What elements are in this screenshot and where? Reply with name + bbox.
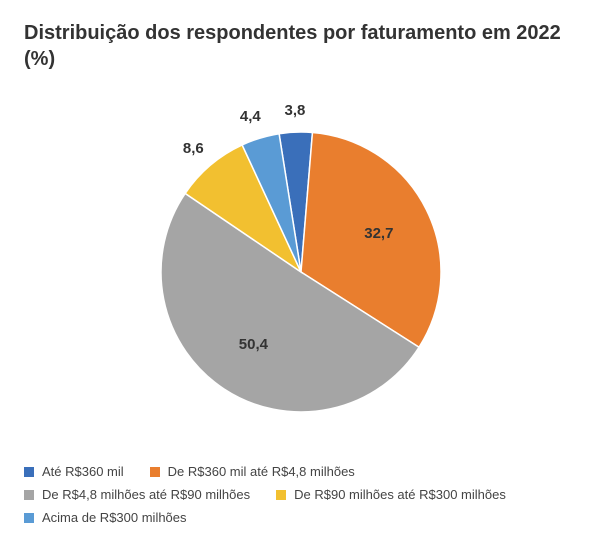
legend-label: De R$4,8 milhões até R$90 milhões	[42, 487, 250, 502]
data-label: 3,8	[284, 102, 305, 119]
pie-chart-svg	[151, 122, 451, 422]
legend-item: De R$4,8 milhões até R$90 milhões	[24, 487, 250, 502]
legend-item: Acima de R$300 milhões	[24, 510, 187, 525]
legend-item: De R$90 milhões até R$300 milhões	[276, 487, 506, 502]
legend-swatch	[150, 467, 160, 477]
data-label: 4,4	[240, 108, 261, 125]
legend-item: De R$360 mil até R$4,8 milhões	[150, 464, 355, 479]
legend-label: Acima de R$300 milhões	[42, 510, 187, 525]
legend-swatch	[276, 490, 286, 500]
legend-label: De R$360 mil até R$4,8 milhões	[168, 464, 355, 479]
legend-swatch	[24, 490, 34, 500]
legend-label: Até R$360 mil	[42, 464, 124, 479]
data-label: 50,4	[239, 336, 268, 353]
pie-chart-area: 3,8 32,7 50,4 8,6 4,4	[24, 92, 578, 452]
legend-item: Até R$360 mil	[24, 464, 124, 479]
legend-swatch	[24, 513, 34, 523]
data-label: 8,6	[183, 140, 204, 157]
legend: Até R$360 mil De R$360 mil até R$4,8 milh…	[24, 464, 578, 525]
legend-swatch	[24, 467, 34, 477]
data-label: 32,7	[364, 225, 393, 242]
legend-label: De R$90 milhões até R$300 milhões	[294, 487, 506, 502]
chart-title: Distribuição dos respondentes por fatura…	[24, 20, 578, 72]
